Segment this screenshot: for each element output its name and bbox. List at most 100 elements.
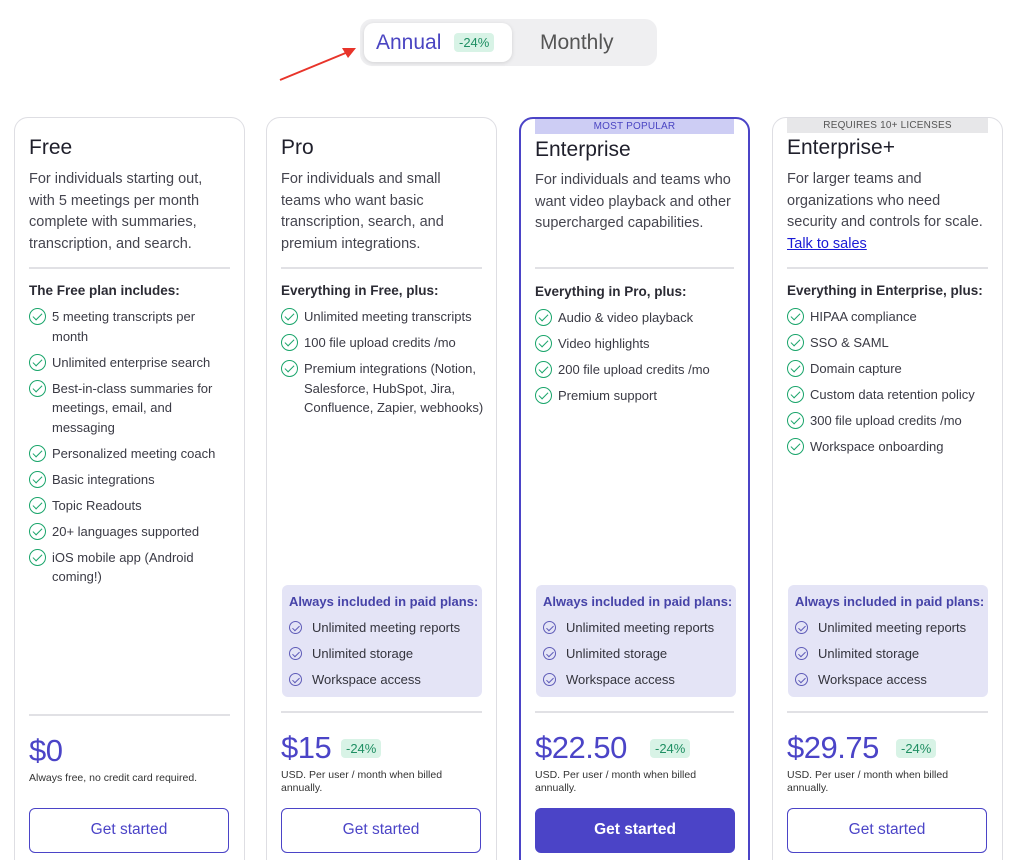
annual-option[interactable]: Annual -24% <box>364 23 512 62</box>
list-item: Unlimited storage <box>289 645 460 662</box>
billing-period-toggle: Annual -24% Monthly <box>360 19 657 66</box>
includes-title: Everything in Pro, plus: <box>535 284 687 299</box>
check-circle-icon <box>787 308 804 325</box>
list-item: Premium integrations (Notion, Salesforce… <box>281 359 486 418</box>
check-circle-icon <box>795 621 808 634</box>
price-note: USD. Per user / month when billed annual… <box>787 769 949 794</box>
check-circle-icon <box>787 334 804 351</box>
check-circle-icon <box>29 444 46 462</box>
most-popular-badge: MOST POPULAR <box>535 119 734 134</box>
check-circle-icon <box>795 647 808 660</box>
monthly-label: Monthly <box>540 31 614 54</box>
price-note: USD. Per user / month when billed annual… <box>281 769 443 794</box>
paid-plans-box: Always included in paid plans: Unlimited… <box>788 585 988 697</box>
plan-card-enterprise-plus: REQUIRES 10+ LICENSES Enterprise+ For la… <box>772 117 1003 860</box>
feature-list: HIPAA compliance SSO & SAML Domain captu… <box>787 307 992 463</box>
get-started-button[interactable]: Get started <box>787 808 987 853</box>
paid-feature-list: Unlimited meeting reports Unlimited stor… <box>795 619 966 697</box>
annual-label: Annual <box>376 31 442 54</box>
divider <box>787 267 988 269</box>
plan-description: For individuals and teams who want video… <box>535 172 731 231</box>
list-item: Unlimited meeting reports <box>289 619 460 636</box>
price-discount-badge: -24% <box>650 739 691 758</box>
paid-plans-box: Always included in paid plans: Unlimited… <box>282 585 482 697</box>
paid-feature-list: Unlimited meeting reports Unlimited stor… <box>289 619 460 697</box>
plan-price: $0 <box>29 733 63 768</box>
get-started-button[interactable]: Get started <box>281 808 481 853</box>
plan-card-pro: Pro For individuals and small teams who … <box>266 117 497 860</box>
list-item: Workspace access <box>795 671 966 688</box>
check-circle-icon <box>543 647 556 660</box>
get-started-button[interactable]: Get started <box>29 808 229 853</box>
check-circle-icon <box>289 673 302 686</box>
list-item: Unlimited meeting transcripts <box>281 307 486 327</box>
check-circle-icon <box>543 673 556 686</box>
list-item: Unlimited meeting reports <box>795 619 966 636</box>
check-circle-icon <box>543 621 556 634</box>
list-item: iOS mobile app (Android coming!) <box>29 548 234 587</box>
feature-list: Audio & video playback Video highlights … <box>535 308 740 412</box>
get-started-button[interactable]: Get started <box>535 808 735 853</box>
list-item: 300 file upload credits /mo <box>787 411 992 431</box>
list-item: Unlimited storage <box>543 645 714 662</box>
check-circle-icon <box>535 361 552 378</box>
check-circle-icon <box>535 309 552 326</box>
feature-list: Unlimited meeting transcripts 100 file u… <box>281 307 486 424</box>
feature-list: 5 meeting transcripts per month Unlimite… <box>29 307 234 593</box>
check-circle-icon <box>29 308 46 325</box>
list-item: 20+ languages supported <box>29 522 234 542</box>
check-circle-icon <box>787 438 804 455</box>
plan-name: Enterprise <box>535 138 631 161</box>
check-circle-icon <box>787 360 804 377</box>
check-circle-icon <box>29 379 46 397</box>
divider <box>281 267 482 269</box>
plan-name: Free <box>29 136 73 159</box>
list-item: Custom data retention policy <box>787 385 992 405</box>
paid-plans-title: Always included in paid plans: <box>543 594 733 609</box>
list-item: Unlimited meeting reports <box>543 619 714 636</box>
divider <box>787 711 988 713</box>
plan-card-enterprise: MOST POPULAR Enterprise For individuals … <box>519 117 750 860</box>
includes-title: Everything in Enterprise, plus: <box>787 283 983 298</box>
divider <box>29 267 230 269</box>
requires-licenses-badge: REQUIRES 10+ LICENSES <box>787 118 988 133</box>
list-item: Domain capture <box>787 359 992 379</box>
list-item: 200 file upload credits /mo <box>535 360 740 380</box>
check-circle-icon <box>787 386 804 403</box>
list-item: Workspace access <box>289 671 460 688</box>
divider <box>535 267 734 269</box>
plan-description: For individuals and small teams who want… <box>281 171 444 252</box>
list-item: Unlimited enterprise search <box>29 353 234 373</box>
list-item: Unlimited storage <box>795 645 966 662</box>
plan-price: $15 <box>281 730 332 765</box>
monthly-option[interactable]: Monthly <box>518 23 653 62</box>
paid-feature-list: Unlimited meeting reports Unlimited stor… <box>543 619 714 697</box>
check-circle-icon <box>535 335 552 352</box>
check-circle-icon <box>29 470 46 488</box>
plan-card-free: Free For individuals starting out, with … <box>14 117 245 860</box>
list-item: Workspace onboarding <box>787 437 992 457</box>
list-item: Basic integrations <box>29 470 234 490</box>
plan-price: $22.50 <box>535 730 627 765</box>
list-item: Premium support <box>535 386 740 406</box>
talk-to-sales-link[interactable]: Talk to sales <box>787 235 867 252</box>
list-item: 100 file upload credits /mo <box>281 333 486 353</box>
list-item: Workspace access <box>543 671 714 688</box>
annual-discount-badge: -24% <box>454 33 495 52</box>
list-item: Audio & video playback <box>535 308 740 328</box>
check-circle-icon <box>29 353 46 371</box>
price-discount-badge: -24% <box>341 739 382 758</box>
list-item: HIPAA compliance <box>787 307 992 327</box>
price-discount-badge: -24% <box>896 739 937 758</box>
plan-name: Pro <box>281 136 314 159</box>
plan-name: Enterprise+ <box>787 136 895 159</box>
plan-price: $29.75 <box>787 730 879 765</box>
divider <box>281 711 482 713</box>
check-circle-icon <box>29 522 46 540</box>
list-item: Topic Readouts <box>29 496 234 516</box>
check-circle-icon <box>281 308 298 325</box>
check-circle-icon <box>289 647 302 660</box>
list-item: SSO & SAML <box>787 333 992 353</box>
divider <box>535 711 734 713</box>
check-circle-icon <box>29 548 46 566</box>
